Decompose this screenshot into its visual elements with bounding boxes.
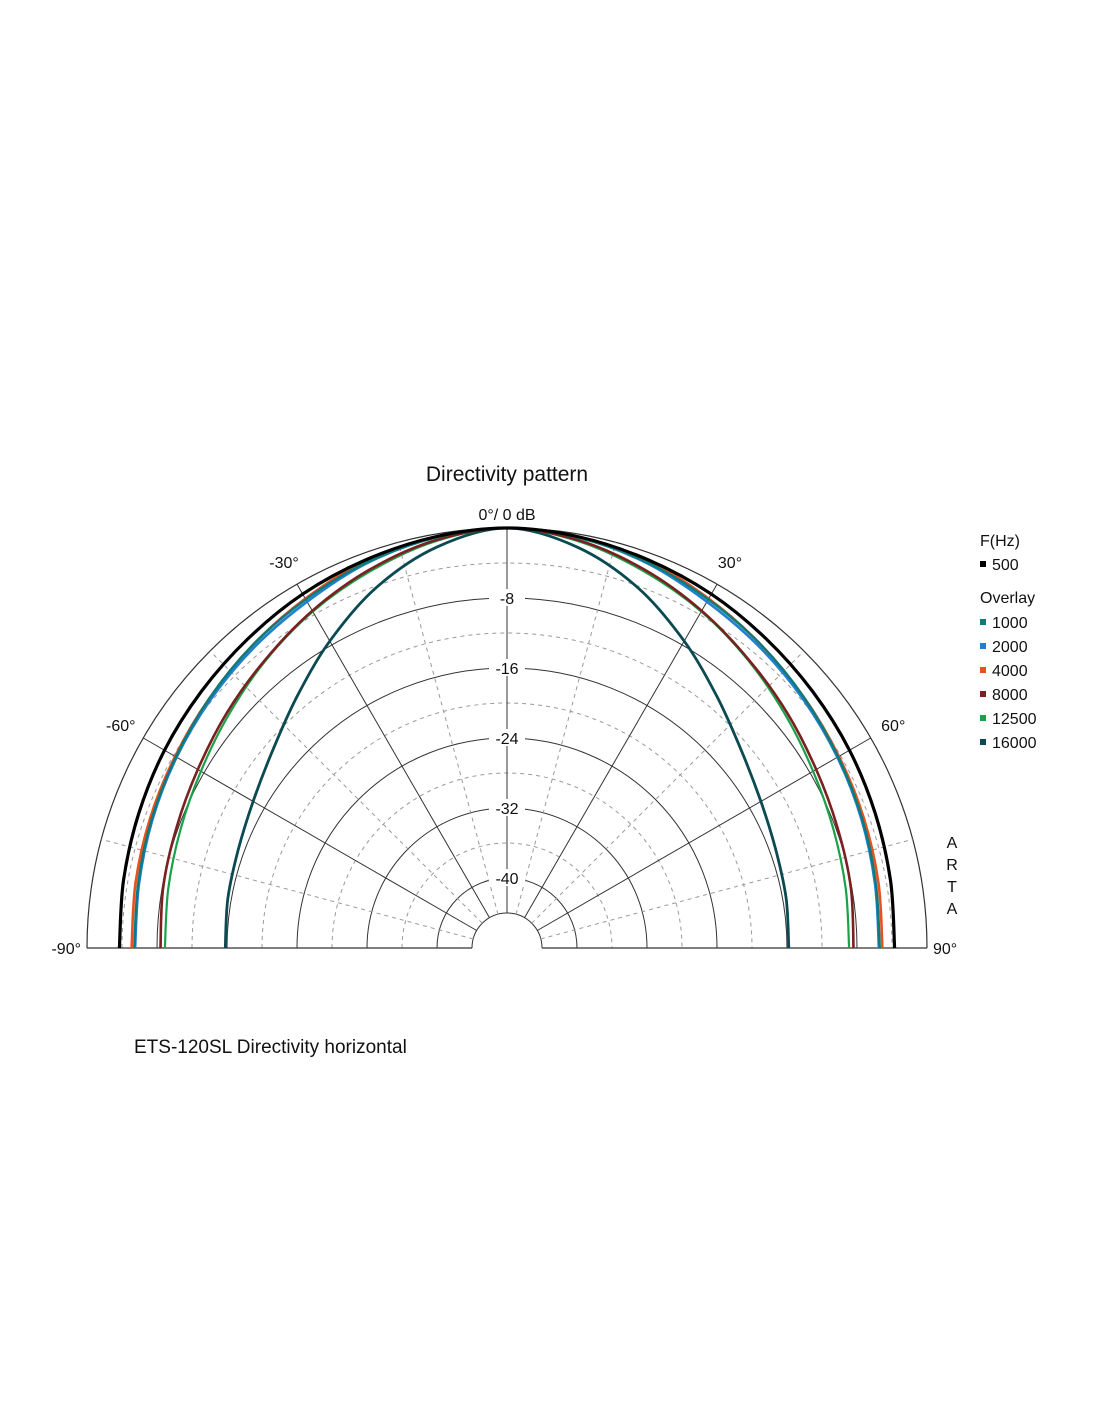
legend-entry: 2000 xyxy=(992,639,1028,656)
legend-swatch xyxy=(980,691,986,697)
legend-entry: 8000 xyxy=(992,687,1028,704)
side-text-letter: R xyxy=(946,857,958,874)
db-label-bg xyxy=(489,659,525,676)
legend-entry: 1000 xyxy=(992,615,1028,632)
directivity-curves xyxy=(117,526,897,949)
grid-ring-minor xyxy=(121,562,893,949)
grid-spoke-minor xyxy=(397,542,499,915)
angle-label: -90° xyxy=(51,941,81,958)
side-text-letter: T xyxy=(947,879,957,896)
db-label-bg xyxy=(489,799,525,816)
legend-entry: 16000 xyxy=(992,735,1037,752)
db-label-bg xyxy=(489,589,525,606)
grid-ring-inner xyxy=(471,912,543,949)
legend-swatch xyxy=(980,643,986,649)
chart-caption: ETS-120SL Directivity horizontal xyxy=(134,1037,407,1058)
legend-entry: 4000 xyxy=(992,663,1028,680)
grid-spoke-major xyxy=(143,737,477,931)
legend-entry: 12500 xyxy=(992,711,1037,728)
db-label-bg xyxy=(489,869,525,886)
legend: F(Hz) 500 Overlay 1000 2000 4000 8000 12500 1600… xyxy=(980,533,1037,752)
legend-swatch xyxy=(980,619,986,625)
grid-spoke-minor xyxy=(515,542,617,915)
grid-spoke-major xyxy=(537,737,871,931)
grid-spoke-minor xyxy=(531,650,805,924)
axis-labels: 0°/ 0 dB -90° -60° -30° 30° 60° 90° -8 -16 -24 -32… xyxy=(51,507,957,958)
legend-swatch xyxy=(980,715,986,721)
legend-swatch xyxy=(980,739,986,745)
db-label-bg xyxy=(489,729,525,746)
angle-label: -60° xyxy=(106,718,136,735)
db-label: -24 xyxy=(495,731,518,748)
side-text-letter: A xyxy=(947,835,958,852)
side-text-letter: A xyxy=(947,901,958,918)
series-line-500 xyxy=(117,526,897,949)
legend-header: F(Hz) xyxy=(980,533,1020,550)
grid-spoke-minor xyxy=(540,838,913,940)
grid-spoke-major xyxy=(524,584,718,918)
legend-swatch xyxy=(980,667,986,673)
db-label: -16 xyxy=(495,661,518,678)
angle-label-0: 0°/ 0 dB xyxy=(478,507,535,524)
angle-label: 30° xyxy=(718,555,742,572)
grid-ring-minor xyxy=(191,632,823,949)
legend-overlay-header: Overlay xyxy=(980,590,1035,607)
chart-title: Directivity pattern xyxy=(426,463,588,486)
grid-spoke-minor xyxy=(101,838,474,940)
angle-label: -30° xyxy=(269,555,299,572)
grid-spoke-minor xyxy=(209,650,483,924)
grid-ring-minor xyxy=(401,842,613,949)
angle-label: 60° xyxy=(881,718,905,735)
angle-label: 90° xyxy=(933,941,957,958)
legend-entry: 500 xyxy=(992,557,1019,574)
db-label: -40 xyxy=(495,871,518,888)
db-label: -32 xyxy=(495,801,518,818)
db-label: -8 xyxy=(500,591,514,608)
grid-spoke-major xyxy=(296,584,490,918)
legend-swatch xyxy=(980,561,986,567)
